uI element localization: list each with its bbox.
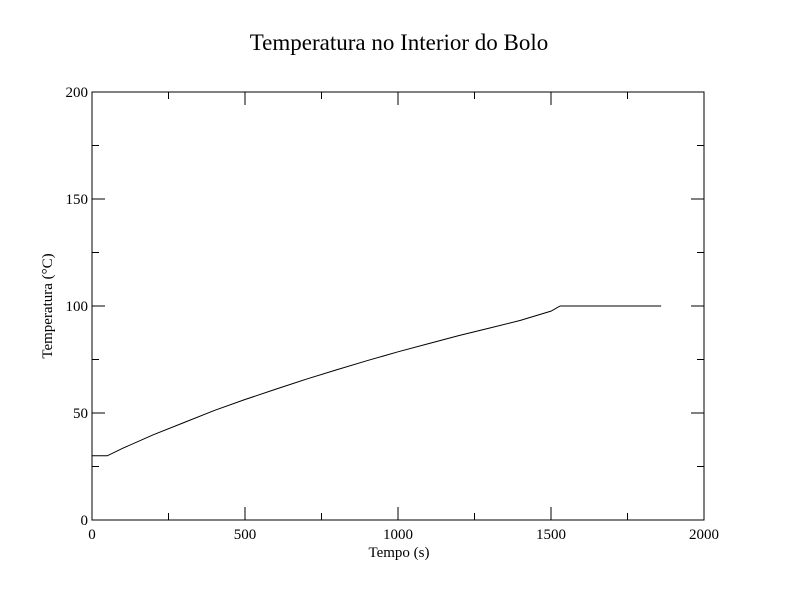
y-tick-label: 100 <box>66 299 89 315</box>
y-tick-label: 50 <box>73 406 88 422</box>
x-tick-label: 2000 <box>689 527 719 543</box>
x-tick-label: 1000 <box>383 527 413 543</box>
y-tick-label: 0 <box>81 513 89 529</box>
y-tick-label: 200 <box>66 85 89 101</box>
chart-title: Temperatura no Interior do Bolo <box>250 30 549 55</box>
x-axis: 0 500 1000 1500 2000 <box>88 92 719 543</box>
x-tick-label: 1500 <box>536 527 566 543</box>
series-line <box>92 305 662 457</box>
x-axis-label: Tempo (s) <box>368 545 429 561</box>
x-tick-label: 500 <box>234 527 257 543</box>
x-tick-label: 0 <box>88 527 96 543</box>
y-tick-label: 150 <box>66 192 89 208</box>
y-axis-label: Temperatura (°C) <box>40 253 56 358</box>
y-axis: 0 50 100 150 200 <box>66 85 704 529</box>
